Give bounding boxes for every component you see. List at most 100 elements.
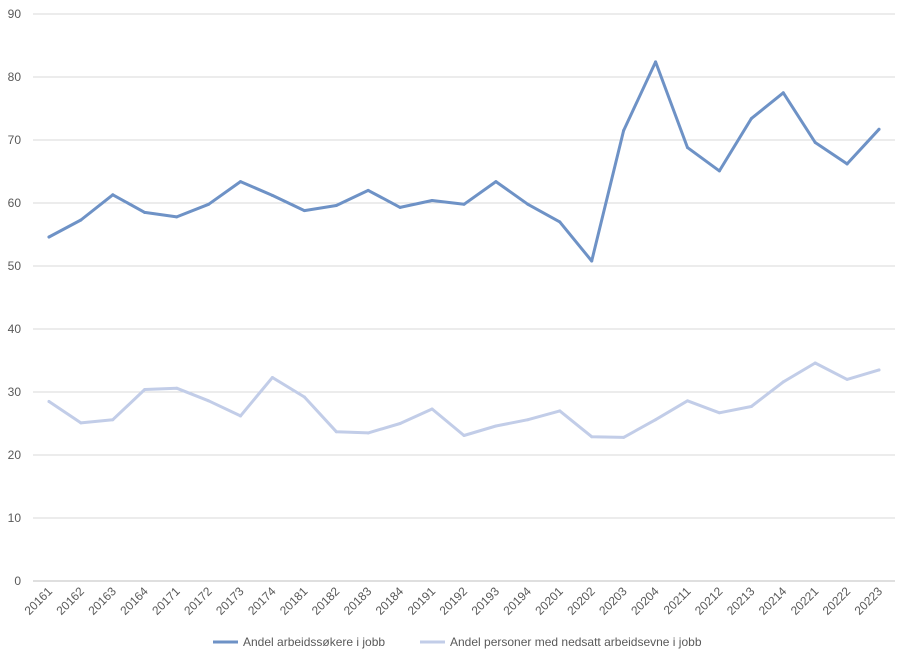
data-point — [526, 418, 530, 422]
data-point — [462, 202, 466, 206]
y-tick-label: 40 — [8, 322, 22, 336]
x-tick-label: 20221 — [788, 584, 822, 618]
series-line-1 — [47, 60, 881, 263]
data-point — [270, 193, 274, 197]
data-point — [143, 387, 147, 391]
x-tick-label: 20223 — [852, 584, 886, 618]
x-tick-label: 20194 — [500, 584, 534, 618]
legend: Andel arbeidssøkere i jobb Andel persone… — [213, 635, 702, 649]
data-point — [526, 202, 530, 206]
y-axis: 0 10 20 30 40 50 60 70 80 90 — [8, 7, 22, 588]
x-tick-label: 20213 — [724, 584, 758, 618]
gridlines — [33, 13, 895, 582]
y-tick-label: 70 — [8, 133, 22, 147]
data-point — [781, 380, 785, 384]
data-point — [654, 418, 658, 422]
data-point — [398, 422, 402, 425]
data-point — [494, 424, 498, 428]
x-tick-label: 20222 — [820, 584, 854, 618]
data-point — [207, 202, 211, 206]
x-tick-label: 20212 — [692, 584, 726, 618]
data-point — [302, 209, 306, 213]
data-point — [366, 431, 370, 435]
x-tick-label: 20201 — [532, 584, 566, 618]
data-point — [877, 127, 881, 131]
x-tick-label: 20182 — [309, 584, 343, 618]
data-point — [622, 435, 626, 439]
x-tick-label: 20164 — [117, 584, 151, 618]
x-tick-label: 20184 — [373, 584, 407, 618]
series-line-2 — [47, 361, 881, 439]
x-tick-label: 20161 — [22, 584, 56, 618]
y-tick-label: 60 — [8, 196, 22, 210]
x-tick-label: 20192 — [437, 584, 471, 618]
x-tick-label: 20214 — [756, 584, 790, 618]
data-point — [175, 386, 179, 390]
data-point — [877, 368, 881, 372]
data-point — [207, 399, 211, 403]
data-point — [111, 193, 115, 197]
data-point — [590, 435, 594, 439]
data-point — [845, 377, 849, 381]
data-point — [79, 218, 83, 222]
x-tick-label: 20204 — [628, 584, 662, 618]
data-point — [239, 180, 243, 184]
data-point — [558, 409, 562, 413]
data-point — [239, 414, 243, 418]
x-tick-label: 20193 — [469, 584, 503, 618]
y-tick-label: 50 — [8, 259, 22, 273]
data-point — [749, 117, 753, 121]
x-tick-label: 20202 — [564, 584, 598, 618]
data-point — [749, 404, 753, 408]
x-tick-label: 20162 — [54, 584, 88, 618]
data-point — [175, 215, 179, 219]
data-point — [143, 210, 147, 214]
legend-label-series-2: Andel personer med nedsatt arbeidsevne i… — [450, 635, 702, 649]
x-tick-label: 20173 — [213, 584, 247, 618]
data-point — [717, 411, 721, 415]
data-point — [654, 60, 658, 64]
data-point — [334, 430, 338, 434]
y-tick-label: 30 — [8, 385, 22, 399]
y-tick-label: 20 — [8, 448, 22, 462]
x-axis: 2016120162201632016420171201722017320174… — [22, 584, 886, 618]
y-tick-label: 80 — [8, 70, 22, 84]
data-point — [781, 91, 785, 95]
data-point — [558, 220, 562, 224]
x-tick-label: 20172 — [181, 584, 215, 618]
data-point — [270, 376, 274, 380]
data-point — [622, 129, 626, 133]
legend-label-series-1: Andel arbeidssøkere i jobb — [243, 635, 385, 649]
x-tick-label: 20191 — [405, 584, 439, 618]
y-tick-label: 90 — [8, 7, 22, 21]
data-point — [366, 188, 370, 192]
x-tick-label: 20203 — [596, 584, 630, 618]
data-point — [47, 399, 51, 403]
data-point — [845, 162, 849, 166]
data-point — [111, 418, 115, 422]
data-point — [398, 205, 402, 209]
data-point — [685, 146, 689, 150]
x-tick-label: 20171 — [149, 584, 183, 618]
data-point — [334, 204, 338, 208]
y-tick-label: 10 — [8, 511, 22, 525]
data-point — [813, 361, 817, 365]
data-point — [302, 395, 306, 399]
x-tick-label: 20183 — [341, 584, 375, 618]
x-tick-label: 20181 — [277, 584, 311, 618]
x-tick-label: 20174 — [245, 584, 279, 618]
data-point — [430, 198, 434, 202]
data-point — [47, 235, 51, 239]
data-point — [685, 399, 689, 403]
data-point — [79, 421, 83, 425]
data-point — [717, 169, 721, 173]
data-point — [813, 141, 817, 145]
x-tick-label: 20211 — [661, 584, 694, 617]
series-lines — [47, 60, 881, 439]
y-tick-label: 0 — [14, 574, 21, 588]
x-tick-label: 20163 — [85, 584, 119, 618]
data-point — [590, 259, 594, 263]
data-point — [462, 433, 466, 437]
data-point — [430, 407, 434, 411]
